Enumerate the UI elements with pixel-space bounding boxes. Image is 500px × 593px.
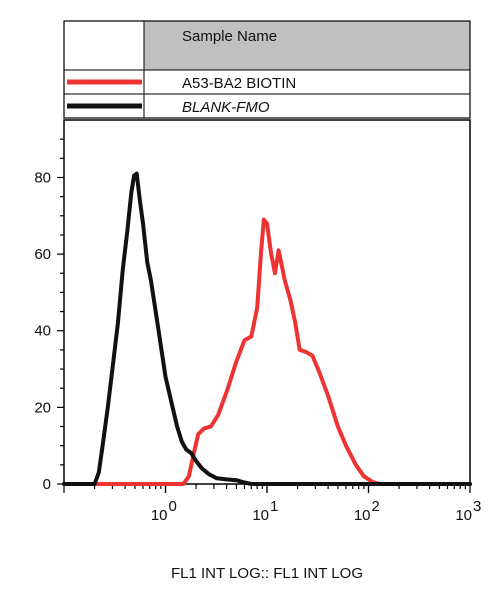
x-tick-exponent: 2 [372, 498, 380, 515]
plot-frame [63, 119, 471, 485]
legend-entry-blank-fmo: BLANK-FMO [67, 99, 270, 116]
x-tick-exponent: 1 [270, 498, 278, 515]
y-axis: 0 20 40 60 80 [34, 138, 64, 493]
x-tick-base: 10 [354, 507, 371, 524]
legend-entry-a53-ba2-biotin: A53-BA2 BIOTIN [67, 75, 296, 92]
x-tick-base: 10 [455, 507, 472, 524]
series-line-blank-fmo [62, 171, 472, 486]
x-axis-title: FL1 INT LOG:: FL1 INT LOG [171, 565, 363, 582]
y-tick-label: 80 [34, 169, 51, 186]
x-tick-exponent: 3 [473, 498, 481, 515]
y-tick-label: 0 [43, 476, 51, 493]
legend: Sample Name A53-BA2 BIOTIN BLANK-FMO [63, 20, 471, 119]
y-tick-label: 20 [34, 399, 51, 416]
x-tick-label: 103 [455, 498, 481, 524]
x-tick-label: 101 [252, 498, 278, 524]
x-tick-base: 10 [252, 507, 269, 524]
legend-header-fill [144, 21, 470, 70]
x-tick-exponent: 0 [169, 498, 177, 515]
x-tick-label: 100 [151, 498, 177, 524]
y-tick-label: 60 [34, 246, 51, 263]
legend-header: Sample Name [182, 28, 277, 45]
legend-entry-label: A53-BA2 BIOTIN [182, 75, 296, 92]
series-line-a53-ba2-biotin [62, 217, 472, 486]
x-tick-label: 102 [354, 498, 380, 524]
legend-entry-label: BLANK-FMO [182, 99, 270, 116]
y-tick-label: 40 [34, 323, 51, 340]
x-tick-base: 10 [151, 507, 168, 524]
